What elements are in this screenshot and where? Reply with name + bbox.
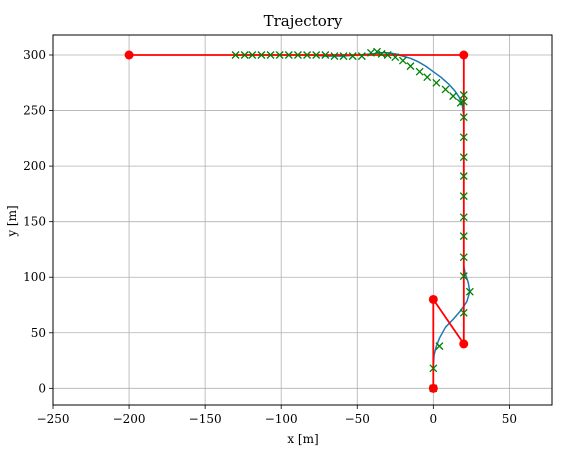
sample-marker: [459, 213, 468, 222]
sample-marker: [435, 342, 444, 351]
sample-marker: [459, 153, 468, 162]
sample-marker: [449, 92, 458, 101]
sample-marker: [348, 52, 357, 61]
sample-marker: [465, 287, 474, 296]
x-tick-label: −50: [345, 412, 370, 426]
sample-marker: [330, 52, 339, 61]
sample-marker: [303, 51, 312, 59]
sample-marker: [423, 73, 432, 82]
sample-marker: [459, 253, 468, 262]
sample-marker: [459, 272, 468, 281]
sample-marker: [312, 51, 321, 59]
x-tick-label: 0: [430, 412, 438, 426]
sample-marker: [459, 232, 468, 241]
chart-title: Trajectory: [264, 12, 343, 30]
sample-marker: [459, 91, 468, 99]
sample-marker: [357, 52, 366, 61]
y-tick-label: 0: [38, 381, 46, 395]
sample-marker: [391, 53, 400, 62]
plot-area: [124, 47, 474, 393]
waypoint-marker: [459, 339, 469, 349]
x-tick-label: −200: [113, 412, 146, 426]
waypoint-marker: [428, 383, 438, 393]
sample-marker: [429, 364, 438, 373]
sample-marker: [248, 51, 257, 59]
x-tick-label: −150: [189, 412, 222, 426]
y-tick-label: 300: [23, 48, 46, 62]
sample-marker: [377, 49, 386, 58]
sample-marker: [293, 51, 302, 59]
y-tick-label: 150: [23, 215, 46, 229]
sample-marker: [441, 85, 450, 94]
grid: [52, 35, 552, 405]
sample-marker: [240, 51, 249, 59]
sample-marker: [406, 62, 415, 71]
sample-marker: [339, 52, 348, 61]
sample-marker: [459, 172, 468, 181]
x-axis-label: x [m]: [287, 432, 318, 446]
sample-marker: [231, 51, 240, 59]
sample-marker: [266, 51, 275, 59]
sample-marker: [321, 51, 330, 59]
x-tick-label: −250: [37, 412, 70, 426]
sample-marker: [367, 48, 375, 57]
y-tick-label: 250: [23, 104, 46, 118]
y-axis-label: y [m]: [5, 205, 19, 237]
y-tick-label: 100: [23, 270, 46, 284]
y-tick-label: 200: [23, 159, 46, 173]
sample-marker: [257, 51, 266, 59]
sample-marker: [398, 56, 407, 65]
sample-marker: [275, 51, 284, 59]
x-tick-label: −100: [265, 412, 298, 426]
axis-ticks: −250 −200 −150 −100 −50 0 50 0 50 100 150 200 250 300: [23, 48, 517, 426]
x-tick-label: 50: [502, 412, 517, 426]
waypoint-marker: [459, 50, 469, 60]
sample-marker: [459, 133, 468, 142]
sample-marker: [383, 51, 392, 59]
sample-marker: [373, 47, 382, 56]
sample-marker: [459, 113, 468, 122]
waypoint-marker: [124, 50, 134, 60]
waypoint-marker: [428, 294, 438, 304]
sample-marker: [415, 67, 424, 76]
axes-frame: [52, 34, 553, 406]
sample-marker: [459, 192, 468, 201]
sample-marker: [456, 98, 465, 107]
y-tick-label: 50: [31, 326, 46, 340]
sample-marker: [284, 51, 293, 59]
sample-marker: [432, 78, 441, 87]
sample-marker: [459, 308, 468, 317]
actual-path-line: [235, 52, 471, 389]
